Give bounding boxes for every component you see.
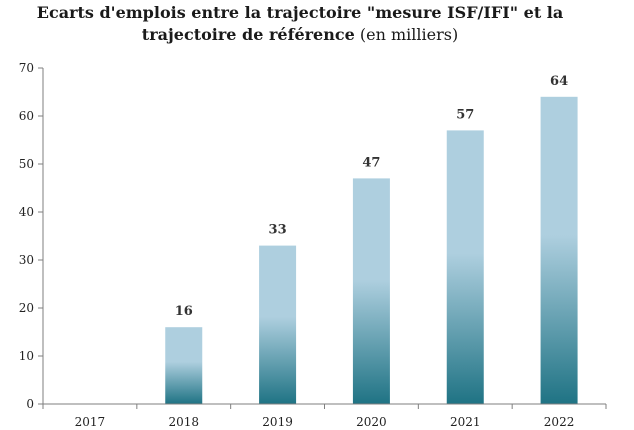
y-tick-label: 60: [19, 109, 34, 123]
bar-2022: [540, 96, 578, 405]
bar-2018: [165, 327, 203, 404]
bar-2020: [352, 178, 390, 404]
y-tick-label: 20: [19, 301, 34, 315]
x-tick-label: 2022: [544, 415, 575, 429]
data-labels-group: 16 33 47 57 64: [175, 74, 568, 319]
data-label-2021: 57: [456, 107, 474, 122]
data-label-2019: 33: [269, 223, 287, 238]
x-tick-label: 2019: [262, 415, 293, 429]
x-tick-label: 2021: [450, 415, 481, 429]
y-tick-label: 10: [19, 349, 34, 363]
x-axis: 2017 2018 2019 2020 2021 2022: [42, 403, 607, 429]
x-tick-label: 2018: [168, 415, 199, 429]
y-tick-label: 50: [19, 157, 34, 171]
bar-2019: [259, 245, 297, 404]
y-tick-label: 40: [19, 205, 34, 219]
chart-title-line1: Ecarts d'emplois entre la trajectoire "m…: [36, 3, 564, 22]
chart-title: Ecarts d'emplois entre la trajectoire "m…: [0, 2, 600, 46]
bars-group: [165, 96, 578, 405]
y-axis: 0 10 20 30 40 50 60 70: [19, 61, 44, 411]
x-tick-label: 2017: [75, 415, 106, 429]
bar-2021: [446, 130, 484, 404]
y-tick-label: 0: [26, 397, 34, 411]
data-label-2020: 47: [362, 155, 380, 170]
data-label-2022: 64: [550, 74, 568, 89]
chart-title-line2-normal: (en milliers): [354, 25, 459, 44]
y-tick-label: 30: [19, 253, 34, 267]
y-tick-label: 70: [19, 61, 34, 75]
data-label-2018: 16: [175, 304, 193, 319]
chart-title-line2-bold: trajectoire de référence: [141, 25, 355, 44]
x-tick-label: 2020: [356, 415, 387, 429]
